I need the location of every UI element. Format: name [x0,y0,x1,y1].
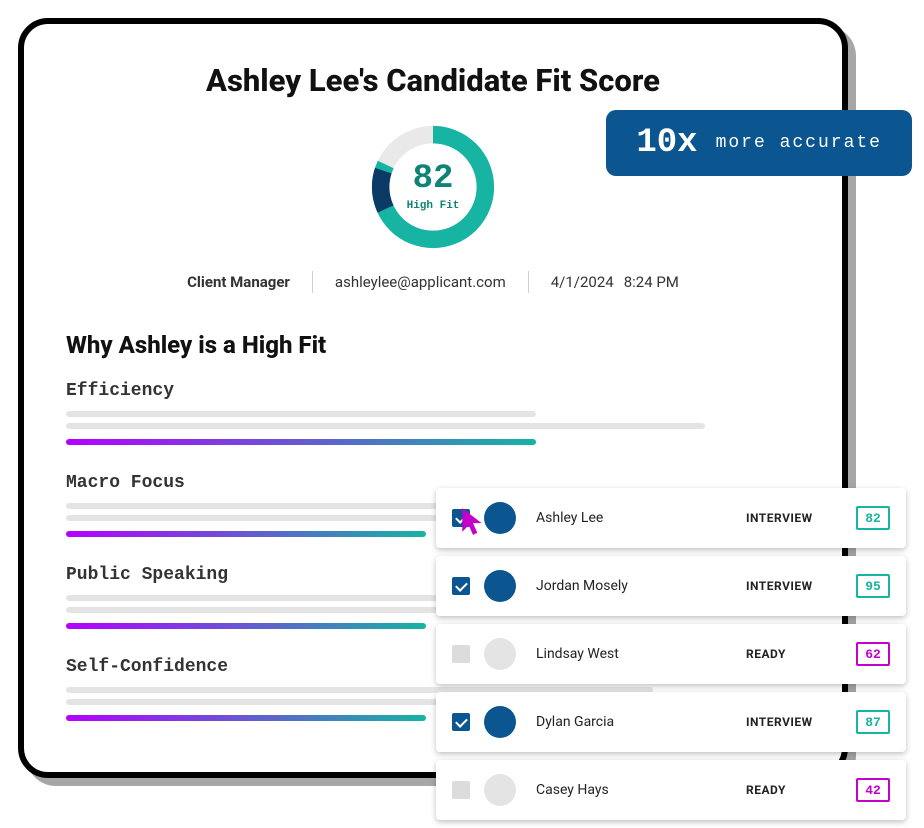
avatar [484,638,516,670]
select-checkbox[interactable] [452,713,470,731]
candidate-row[interactable]: Dylan GarciaINTERVIEW87 [436,692,906,752]
candidate-row[interactable]: Jordan MoselyINTERVIEW95 [436,556,906,616]
trait-name: Efficiency [66,381,800,401]
candidate-name: Lindsay West [536,646,746,662]
select-checkbox[interactable] [452,645,470,663]
trait-bar-fill [66,439,536,445]
candidate-status: INTERVIEW [746,715,856,729]
badge-big: 10x [636,124,697,162]
trait-bar-bg [66,411,536,417]
avatar [484,774,516,806]
meta-date: 4/1/2024 [551,273,614,291]
candidate-score: 87 [856,710,890,734]
avatar [484,570,516,602]
candidate-row[interactable]: Ashley LeeINTERVIEW82 [436,488,906,548]
trait-bar-bg-2 [66,423,705,429]
page-title: Ashley Lee's Candidate Fit Score [66,62,800,99]
trait-efficiency: Efficiency [66,381,800,445]
trait-bar-bg [66,503,492,509]
candidate-name: Dylan Garcia [536,714,746,730]
why-title: Why Ashley is a High Fit [66,331,800,359]
candidate-status: READY [746,783,856,797]
select-checkbox[interactable] [452,781,470,799]
avatar [484,502,516,534]
candidate-meta: Client Manager ashleylee@applicant.com 4… [66,271,800,293]
candidate-status: INTERVIEW [746,511,856,525]
candidate-score: 82 [856,506,890,530]
candidate-score: 62 [856,642,890,666]
meta-sep [528,271,529,293]
select-checkbox[interactable] [452,509,470,527]
gauge-label: High Fit [407,200,460,212]
meta-time: 8:24 PM [624,273,679,291]
candidate-name: Casey Hays [536,782,746,798]
avatar [484,706,516,738]
candidate-status: READY [746,647,856,661]
candidate-status: INTERVIEW [746,579,856,593]
candidate-score: 95 [856,574,890,598]
meta-role: Client Manager [187,273,290,291]
badge-small: more accurate [716,133,882,153]
gauge-score: 82 [413,162,454,196]
candidate-row[interactable]: Lindsay WestREADY62 [436,624,906,684]
meta-sep [312,271,313,293]
candidate-name: Jordan Mosely [536,578,746,594]
candidate-name: Ashley Lee [536,510,746,526]
accuracy-badge: 10x more accurate [606,110,912,176]
score-gauge: 82 High Fit [369,123,497,251]
gauge-center: 82 High Fit [369,123,497,251]
select-checkbox[interactable] [452,577,470,595]
candidate-list: Ashley LeeINTERVIEW82Jordan MoselyINTERV… [436,488,906,828]
meta-email: ashleylee@applicant.com [335,273,506,291]
trait-bar-fill [66,715,426,721]
candidate-row[interactable]: Casey HaysREADY42 [436,760,906,820]
trait-bar-fill [66,623,426,629]
candidate-score: 42 [856,778,890,802]
trait-bar-fill [66,531,426,537]
